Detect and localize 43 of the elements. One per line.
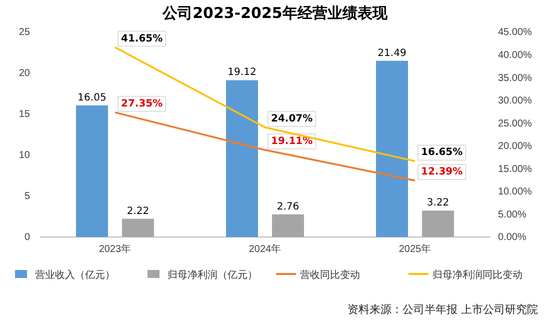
data-label: 19.12 — [228, 67, 256, 78]
bar — [272, 214, 304, 237]
y2-tick-label: 25.00% — [498, 118, 532, 130]
x-tick-label: 2023年 — [98, 243, 132, 256]
legend-label: 归母净利润同比变动 — [432, 269, 522, 281]
y-tick-label: 15 — [18, 109, 30, 120]
bar — [376, 60, 408, 237]
text: 资料来源：公司半年报 上市公司研究院 — [348, 303, 538, 316]
data-label: 2.76 — [276, 201, 300, 212]
y2-tick-label: 15.00% — [498, 164, 532, 175]
bar — [226, 80, 258, 237]
data-label: 24.07% — [271, 113, 313, 124]
y2-tick-label: 30.00% — [498, 96, 532, 107]
y2-tick-label: 10.00% — [498, 186, 532, 198]
y2-tick-label: 35.00% — [498, 72, 532, 84]
legend-label: 归母净利润（亿元） — [168, 269, 258, 281]
y2-tick-label: 40.00% — [498, 50, 532, 61]
bar — [76, 105, 108, 237]
x-tick-label: 2025年 — [398, 243, 432, 256]
y-tick-label: 5 — [24, 191, 30, 202]
data-label: 19.11% — [271, 136, 313, 147]
y2-tick-label: 5.00% — [498, 209, 526, 220]
legend-label: 营业收入（亿元） — [35, 269, 115, 281]
data-label: 3.22 — [426, 198, 450, 209]
y2-tick-label: 20.00% — [498, 141, 532, 152]
data-label: 41.65% — [121, 33, 163, 44]
y-tick-label: 25 — [18, 27, 30, 38]
y-tick-label: 20 — [18, 68, 30, 80]
y2-tick-label: 0.00% — [498, 232, 526, 244]
data-label: 16.05 — [78, 92, 106, 104]
y2-tick-label: 45.00% — [498, 27, 532, 38]
y-tick-label: 0 — [24, 232, 30, 244]
data-label: 12.39% — [421, 166, 463, 178]
bar — [422, 210, 454, 237]
data-label: 2.22 — [126, 206, 150, 217]
data-label: 27.35% — [121, 98, 163, 110]
x-tick-label: 2024年 — [248, 243, 282, 256]
data-label: 21.49 — [378, 48, 406, 59]
bar — [122, 218, 154, 237]
legend-label: 营收同比变动 — [300, 269, 360, 281]
chart-title: 公司2023-2025年经营业绩表现 — [162, 4, 388, 22]
y-tick-label: 10 — [18, 150, 30, 162]
data-label: 16.65% — [421, 147, 463, 158]
